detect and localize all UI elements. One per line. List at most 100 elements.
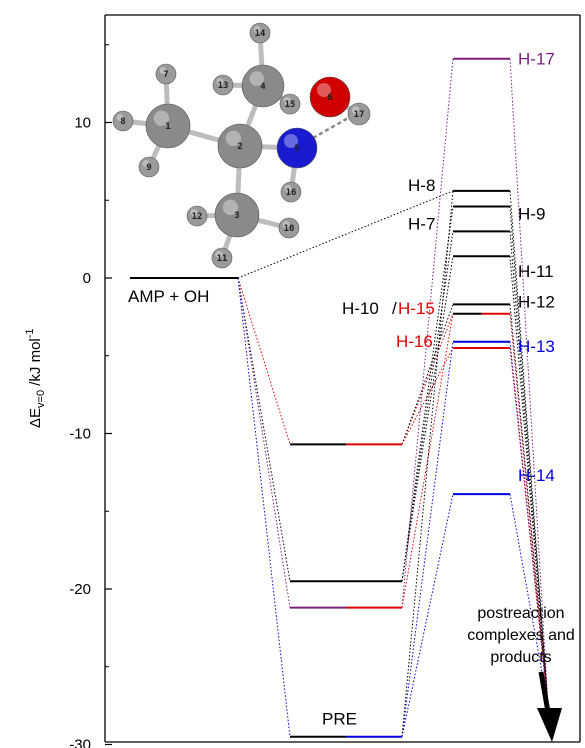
atom-highlight (351, 106, 360, 114)
connector-pre-a-ts-h15 (401, 313, 454, 445)
atom-14 (249, 22, 271, 44)
postreaction-annotation-line: postreaction (477, 605, 564, 622)
level-label-ts-h15: H-15 (398, 299, 435, 318)
y-tick-label: -10 (69, 426, 91, 443)
level-label-ts-h14: H-14 (518, 466, 555, 485)
connector-reactant-pre-c (237, 277, 291, 608)
connector-pre-a-ts-h16 (401, 347, 454, 445)
atom-number-label: 13 (218, 81, 229, 91)
atom-highlight (284, 185, 292, 192)
level-label-pre-d: PRE (322, 710, 357, 729)
atom-number-label: 7 (163, 70, 168, 80)
atom-1 (145, 103, 191, 149)
atom-highlight (142, 160, 150, 167)
connector-pre-b-ts-h7 (401, 231, 454, 582)
connector-pre-d-ts-h8 (401, 190, 454, 737)
atom-highlight (216, 78, 224, 85)
atom-15 (279, 93, 301, 115)
atom-number-label: 14 (255, 29, 266, 39)
atom-highlight (253, 26, 261, 33)
products-arrow-shaft (538, 671, 551, 713)
atom-highlight (283, 97, 291, 104)
atom-number-label: 17 (354, 110, 365, 120)
atom-7 (155, 63, 177, 85)
atom-highlight (159, 67, 167, 74)
atom-number-label: 9 (146, 163, 151, 173)
atom-highlight (284, 134, 298, 148)
atom-number-label: 2 (237, 142, 242, 152)
atom-highlight (282, 221, 290, 228)
y-tick-label: 0 (83, 270, 91, 287)
level-label-ts-h11: H-11 (518, 262, 554, 281)
atom-2 (217, 123, 263, 169)
level-label-ts-h7: H-7 (408, 214, 435, 233)
atom-number-label: 12 (192, 212, 203, 222)
level-label-ts-h13: H-13 (518, 337, 555, 356)
atom-4 (241, 64, 285, 108)
atom-number-label: 3 (234, 211, 239, 221)
connector-pre-c-ts-h15 (401, 313, 454, 608)
atom-10 (278, 217, 300, 239)
y-tick-label: 10 (74, 115, 91, 132)
atom-5 (276, 127, 318, 169)
connector-reactant-pre-b (237, 277, 291, 582)
atom-number-label: 6 (327, 93, 332, 103)
connector-ts-h15-products (509, 313, 549, 707)
atom-9 (138, 156, 160, 178)
connector-pre-b-ts-h11 (401, 256, 454, 582)
connector-pre-c-ts-h17 (401, 58, 454, 608)
atom-highlight (249, 71, 265, 86)
atom-12 (186, 205, 208, 227)
atom-number-label: 1 (165, 122, 170, 132)
level-label-ts-h12: H-12 (518, 292, 555, 311)
atom-highlight (153, 110, 170, 127)
connector-reactant-pre-d (237, 277, 291, 737)
level-label-ts-h8: H-8 (408, 176, 435, 195)
postreaction-annotation-line: products (490, 649, 551, 666)
postreaction-annotation-line: complexes and (467, 627, 575, 644)
connector-pre-b-ts-h9 (401, 206, 454, 582)
level-label-ts-h15: / (392, 299, 397, 318)
connector-ts-h14-products (509, 494, 549, 707)
atom-8 (112, 110, 134, 132)
atom-number-label: 10 (284, 224, 295, 234)
atom-highlight (116, 114, 124, 121)
atom-highlight (225, 130, 242, 146)
connector-pre-d-ts-h13 (401, 341, 454, 737)
atom-highlight (190, 209, 198, 216)
atom-number-label: 5 (294, 144, 299, 154)
y-axis-label: ΔEv=0 /kJ mol-1 (24, 328, 47, 428)
level-label-ts-h15: H-10 (342, 299, 379, 318)
connector-pre-d-ts-h14 (401, 494, 454, 737)
connector-reactant-pre-a (237, 277, 291, 445)
products-arrow-head (537, 708, 562, 742)
atom-number-label: 15 (285, 100, 296, 110)
atom-number-label: 4 (260, 82, 266, 92)
y-tick-label: -20 (69, 581, 91, 598)
level-label-ts-h9: H-9 (518, 204, 545, 223)
atom-number-label: 11 (217, 254, 228, 264)
level-label-ts-h17: H-17 (518, 50, 555, 69)
atom-17 (347, 102, 371, 126)
atom-highlight (317, 83, 331, 97)
y-tick-label: -30 (69, 737, 91, 748)
atom-number-label: 16 (286, 188, 297, 198)
atom-11 (211, 247, 233, 269)
connector-reactant-ts-h8 (237, 190, 454, 279)
atom-highlight (222, 199, 239, 215)
atom-highlight (215, 251, 223, 258)
connector-ts-h16-products (509, 347, 549, 707)
level-label-ts-h16: H-16 (396, 332, 433, 351)
level-label-reactant: AMP + OH (128, 287, 209, 306)
hydrogen-bond-dashed (312, 115, 351, 140)
atom-number-label: 8 (120, 117, 125, 127)
atom-16 (280, 181, 302, 203)
connector-ts-h17-products (509, 58, 549, 707)
atom-13 (212, 74, 234, 96)
atom-6 (309, 76, 351, 118)
connector-pre-a-ts-h12 (401, 304, 454, 445)
atom-3 (214, 192, 260, 238)
